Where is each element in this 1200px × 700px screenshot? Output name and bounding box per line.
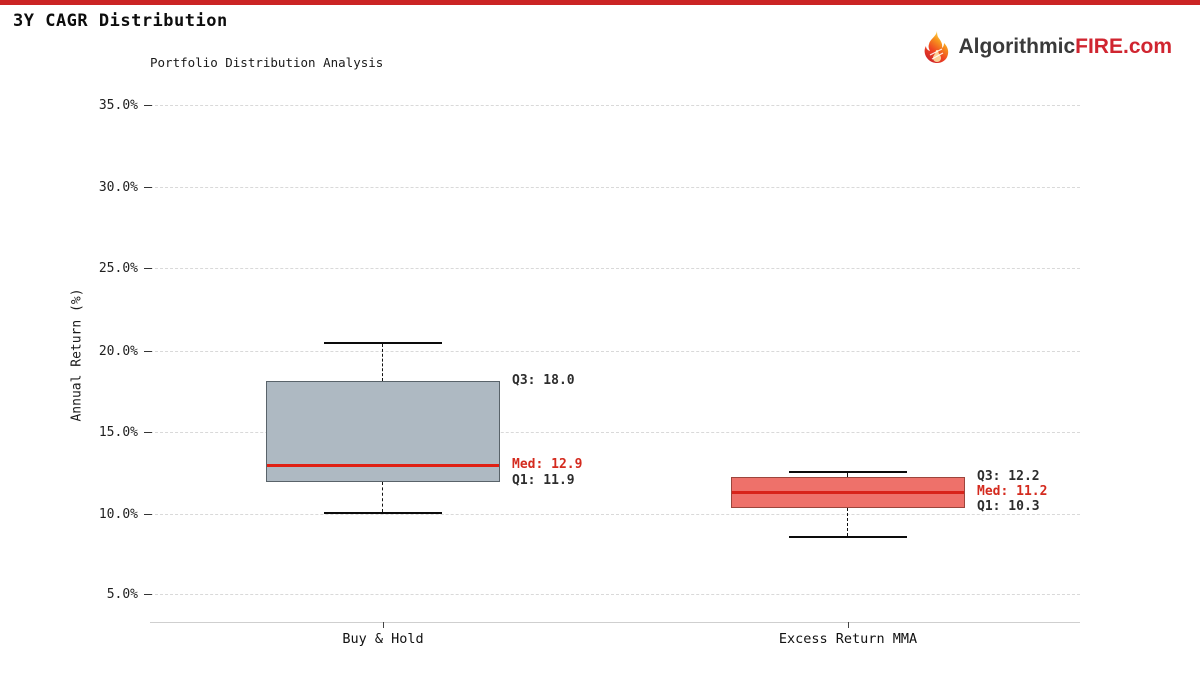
gridline-10 [150, 514, 1080, 515]
xtick-mark-2 [848, 622, 849, 628]
annotation-med-1: Med: 12.9 [512, 457, 583, 472]
gridline-30 [150, 187, 1080, 188]
ytick-mark-15 [144, 432, 152, 433]
xtick-mark-1 [383, 622, 384, 628]
ytick-mark-5 [144, 594, 152, 595]
annotation-med-2: Med: 11.2 [977, 484, 1048, 499]
xtick-label-buy-and-hold: Buy & Hold [342, 631, 424, 647]
brand-name-dark: Algorithmic [958, 35, 1076, 58]
ytick-25: 25.0% [98, 261, 138, 276]
chart-title: Portfolio Distribution Analysis [150, 55, 384, 70]
annotation-q1-2: Q1: 10.3 [977, 499, 1040, 514]
whisker-cap-high-1 [324, 342, 442, 344]
whisker-line-low-2 [847, 508, 848, 536]
brand-name-red: FIRE [1075, 35, 1123, 58]
brand-tld: .com [1122, 35, 1172, 58]
whisker-line-high-1 [382, 344, 383, 381]
annotation-q1-1: Q1: 11.9 [512, 473, 575, 488]
ytick-30: 30.0% [98, 180, 138, 195]
top-accent-bar [0, 0, 1200, 5]
whisker-cap-low-1 [324, 512, 442, 514]
ytick-5: 5.0% [106, 587, 138, 602]
ytick-mark-20 [144, 351, 152, 352]
flame-icon [925, 31, 949, 63]
ytick-10: 10.0% [98, 507, 138, 522]
xtick-label-excess-return-mma: Excess Return MMA [778, 631, 918, 647]
ytick-35: 35.0% [98, 98, 138, 113]
gridline-25 [150, 268, 1080, 269]
brand-logo[interactable]: Algorithmic FIRE .com [922, 30, 1172, 64]
whisker-cap-low-2 [789, 536, 907, 538]
median-line-1 [267, 464, 499, 467]
whisker-line-low-1 [382, 482, 383, 512]
ytick-mark-25 [144, 268, 152, 269]
whisker-line-high-2 [847, 473, 848, 478]
gridline-15 [150, 432, 1080, 433]
gridline-35 [150, 105, 1080, 106]
ytick-mark-10 [144, 514, 152, 515]
ytick-15: 15.0% [98, 425, 138, 440]
annotation-q3-2: Q3: 12.2 [977, 469, 1040, 484]
gridline-5 [150, 594, 1080, 595]
whisker-cap-high-2 [789, 471, 907, 473]
page-title: 3Y CAGR Distribution [13, 11, 228, 31]
ytick-20: 20.0% [98, 344, 138, 359]
annotation-q3-1: Q3: 18.0 [512, 373, 575, 388]
ytick-mark-30 [144, 187, 152, 188]
x-axis-line [150, 622, 1080, 623]
ytick-mark-35 [144, 105, 152, 106]
median-line-2 [732, 491, 964, 494]
gridline-20 [150, 351, 1080, 352]
